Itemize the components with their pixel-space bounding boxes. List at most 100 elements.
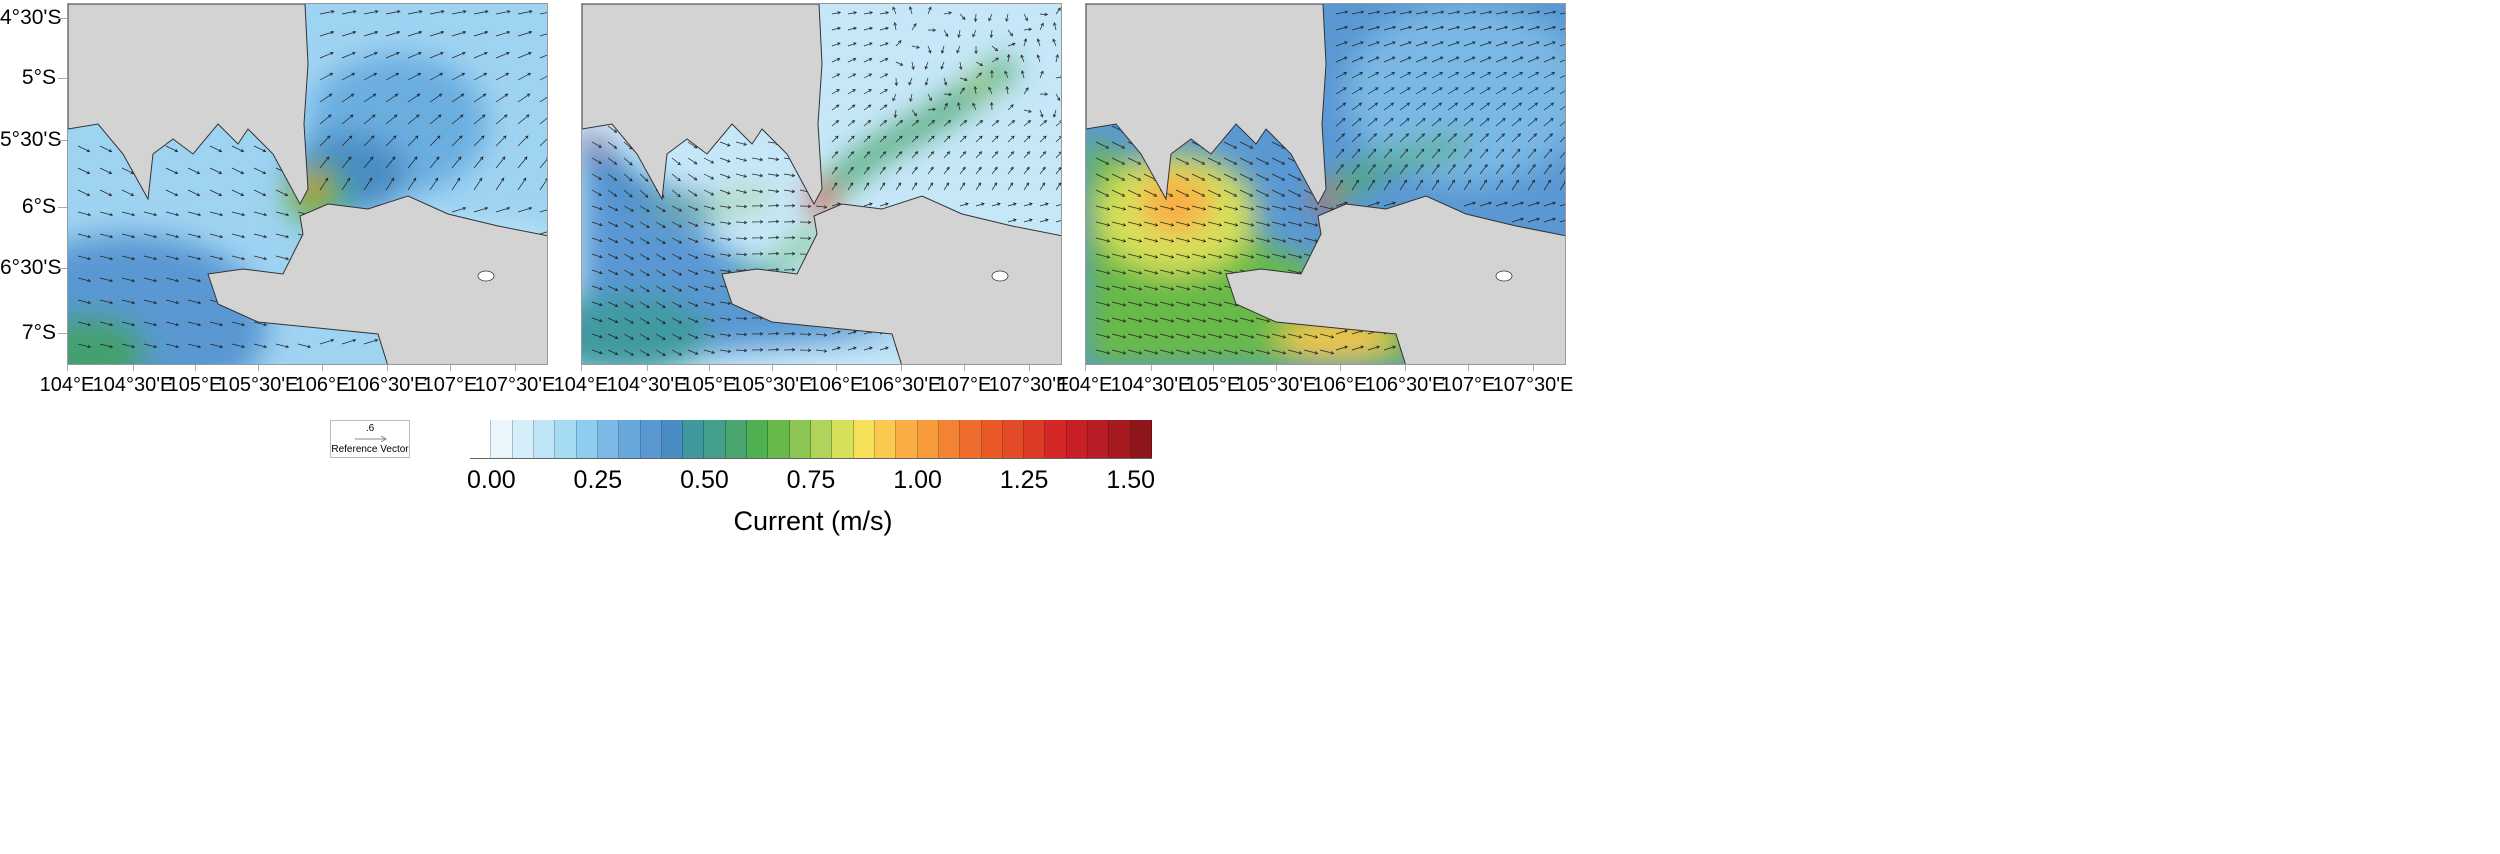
current-vector [1111, 301, 1126, 306]
colorbar-bin [470, 420, 492, 458]
current-vector [121, 255, 135, 260]
current-vector [1527, 87, 1539, 95]
vector-head [416, 93, 421, 97]
current-vector [1006, 86, 1009, 95]
vector-head [1456, 10, 1461, 14]
vector-head [599, 238, 603, 243]
vector-head [759, 252, 764, 256]
current-vector [1223, 317, 1238, 322]
current-vector [297, 343, 311, 348]
vector-head [395, 72, 400, 76]
lon-label: 105°30'E [1235, 374, 1317, 396]
vector-head [694, 207, 699, 211]
current-vector [539, 54, 547, 59]
vector-head [1391, 87, 1395, 91]
vector-head [979, 120, 984, 124]
current-vector [687, 349, 699, 355]
vector-head [869, 26, 873, 31]
vector-head [977, 182, 982, 186]
current-vector [895, 61, 903, 66]
vector-head [882, 166, 886, 171]
vector-head [963, 135, 967, 140]
vector-head [86, 170, 91, 175]
current-vector [959, 61, 962, 70]
vector-head [1282, 255, 1287, 259]
current-vector [687, 205, 699, 211]
vector-head [1518, 117, 1522, 122]
vector-head [791, 203, 796, 208]
vector-head [899, 135, 903, 140]
vector-head [711, 270, 715, 274]
vector-head [131, 344, 136, 349]
colorbar-bin [960, 420, 982, 458]
current-vector [1511, 218, 1524, 223]
current-vector [687, 221, 699, 227]
current-vector [1431, 87, 1443, 95]
current-vector [767, 349, 779, 351]
current-vector [99, 299, 113, 304]
vector-head [711, 254, 715, 258]
current-vector [341, 52, 356, 59]
current-vector [1207, 349, 1222, 354]
vector-head [852, 57, 857, 62]
current-vector [735, 317, 747, 319]
current-vector [831, 151, 838, 159]
current-vector [1271, 205, 1286, 210]
vector-head [1372, 164, 1376, 168]
current-vector [1223, 301, 1238, 306]
current-vector [623, 285, 634, 292]
vector-head [1266, 223, 1271, 227]
vector-head [1422, 102, 1427, 106]
vector-head [775, 189, 780, 193]
current-vector [847, 182, 853, 191]
current-vector [165, 343, 179, 348]
current-vector [143, 211, 157, 216]
lon-tick [258, 365, 259, 371]
current-vector [1431, 102, 1442, 111]
vector-head [1421, 133, 1425, 137]
vector-head [598, 192, 602, 196]
vector-head [1504, 201, 1508, 205]
vector-head [1471, 72, 1476, 76]
current-vector [1007, 54, 1010, 63]
vector-head [329, 72, 334, 76]
current-vector [1431, 41, 1444, 47]
vector-head [1376, 345, 1380, 349]
vector-head [1314, 335, 1319, 339]
current-vector [1543, 202, 1556, 207]
vector-head [1452, 148, 1457, 153]
vector-head [1218, 271, 1223, 275]
current-vector [1007, 167, 1014, 175]
vector-head [1520, 217, 1524, 221]
current-vector [1191, 269, 1206, 274]
vector-head [1281, 161, 1286, 165]
current-vector [275, 233, 289, 238]
current-vector [539, 231, 547, 235]
vector-head [913, 182, 918, 186]
vector-head [909, 6, 913, 10]
vector-head [1534, 102, 1539, 106]
vector-head [1170, 303, 1175, 307]
current-vector [767, 333, 779, 335]
current-vector [1543, 41, 1556, 47]
vector-head [1250, 239, 1255, 243]
current-vector [495, 52, 510, 59]
vector-head [1423, 87, 1427, 91]
vector-head [743, 252, 748, 257]
vector-head [153, 212, 158, 217]
vector-head [285, 212, 290, 217]
current-vector [1527, 218, 1540, 223]
vector-head [973, 18, 978, 23]
current-vector [165, 277, 179, 282]
vector-head [1250, 319, 1255, 323]
current-vector [911, 109, 917, 117]
current-vector [671, 157, 681, 166]
vector-head [1040, 70, 1044, 75]
vector-head [1009, 32, 1014, 37]
vector-head [372, 93, 377, 97]
vector-head [646, 320, 650, 324]
vector-head [1218, 303, 1223, 307]
vector-head [1357, 133, 1361, 137]
current-vector [655, 349, 666, 356]
vector-head [981, 202, 985, 206]
